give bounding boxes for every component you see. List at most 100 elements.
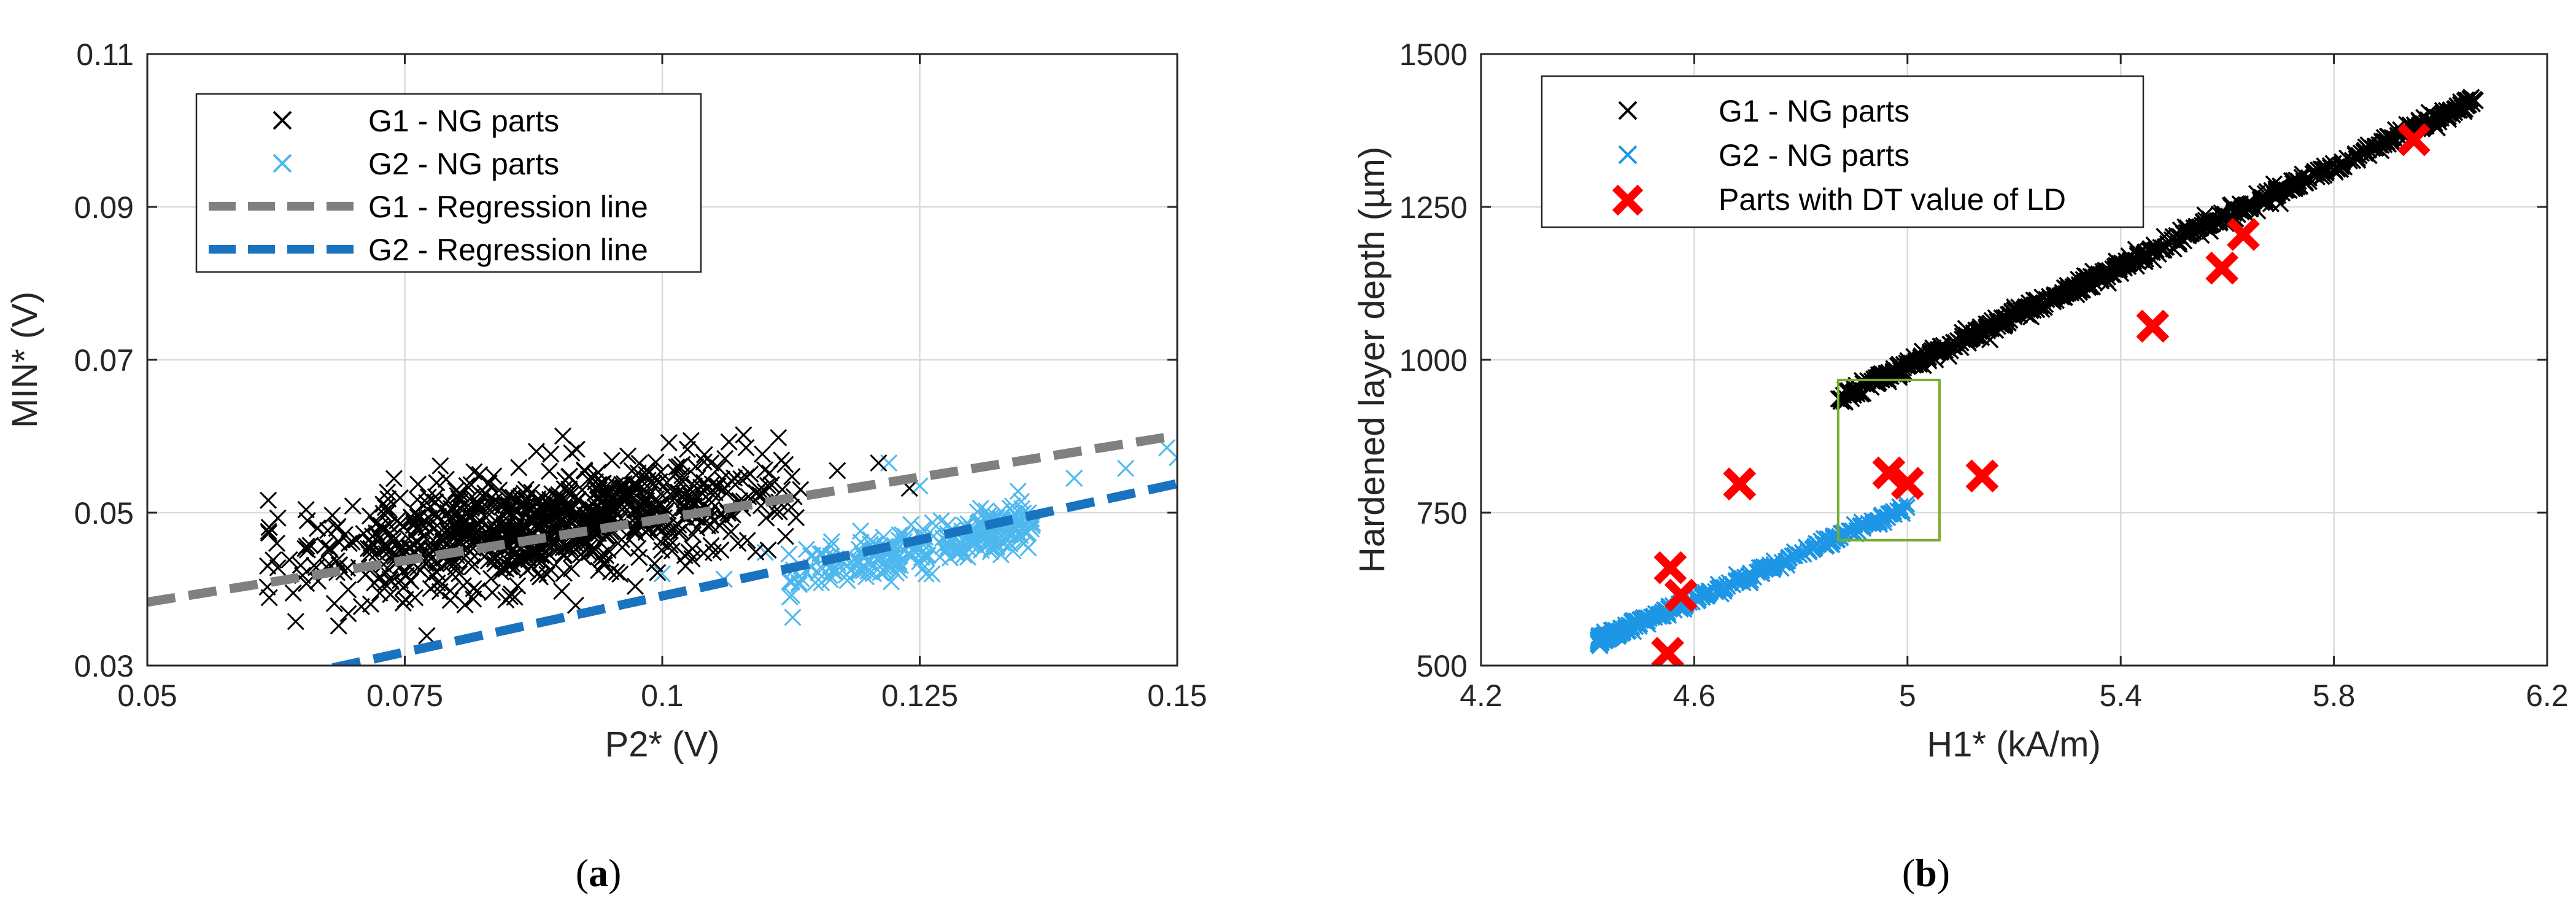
- panel-caption-b: (b): [1902, 851, 1950, 895]
- g1-point: [675, 491, 693, 508]
- g2-point: [1004, 497, 1021, 515]
- g2-point: [822, 533, 841, 551]
- g1-point: [301, 537, 319, 554]
- g1-point: [2078, 273, 2096, 290]
- g1-point: [1869, 369, 1887, 387]
- g2-point: [791, 573, 808, 591]
- g1-point: [579, 470, 597, 488]
- g1-point: [648, 499, 665, 517]
- g1-point: [770, 429, 787, 446]
- g1-point: [538, 565, 556, 583]
- x-tick-label: 5: [1899, 678, 1916, 713]
- g2-point: [1814, 534, 1833, 553]
- g2-point: [981, 543, 999, 561]
- legend-label: G2 - NG parts: [368, 147, 559, 181]
- ticks-b: [1480, 53, 2548, 667]
- g1-point: [490, 481, 508, 499]
- g1-point: [560, 467, 578, 485]
- g1-point: [2352, 144, 2370, 162]
- g1-point: [409, 475, 427, 493]
- dt-point: [2397, 123, 2431, 157]
- y-tick-label: 0.05: [74, 496, 134, 530]
- x-tick-label: 0.125: [881, 678, 958, 713]
- g1-point: [561, 539, 579, 558]
- g1-point: [2356, 142, 2374, 160]
- g1-point: [527, 443, 545, 460]
- g1-point: [2001, 311, 2019, 329]
- g1-point: [550, 506, 568, 524]
- g1-point: [465, 590, 482, 608]
- g1-point: [509, 577, 527, 595]
- g1-point: [392, 515, 409, 532]
- x-tick-label: 0.075: [366, 678, 443, 713]
- y-tick-label: 0.11: [76, 37, 134, 72]
- g1-point: [280, 551, 298, 569]
- g1-point: [651, 473, 668, 491]
- legend-box-b: [1541, 75, 2145, 228]
- g2-point: [888, 546, 906, 564]
- g1-point: [418, 494, 436, 511]
- g1-point: [702, 454, 720, 472]
- g1-point: [712, 541, 730, 559]
- g2-point: [1731, 570, 1749, 589]
- g1-point: [2000, 305, 2019, 324]
- g1-point: [428, 563, 446, 581]
- g1-point: [456, 596, 474, 614]
- g2-point: [883, 573, 900, 591]
- g1-point: [582, 542, 600, 560]
- g1-point: [756, 461, 774, 479]
- g2-point: [653, 565, 671, 583]
- g2-point: [1849, 523, 1867, 540]
- legend-marker-x-blue: [1618, 145, 1638, 165]
- g1-point: [367, 524, 385, 542]
- g1-point: [2141, 243, 2159, 261]
- dt-point: [1965, 459, 1999, 493]
- g1-point: [517, 499, 535, 516]
- g1-point: [524, 545, 542, 563]
- x-tick-label: 0.1: [641, 678, 684, 713]
- g2-point: [876, 559, 894, 577]
- g2-point: [1889, 502, 1907, 520]
- g2-point: [1879, 505, 1898, 523]
- g2-point: [969, 503, 986, 521]
- g1-point: [431, 583, 449, 600]
- g1-point: [371, 584, 389, 602]
- g1-point: [396, 591, 414, 608]
- g1-point: [747, 543, 765, 561]
- g1-point: [260, 523, 277, 540]
- g1-point: [462, 551, 479, 569]
- ticks-a: [146, 53, 1178, 667]
- g1-point: [408, 491, 427, 508]
- g1-point: [695, 544, 713, 562]
- g1-point: [611, 565, 629, 583]
- g1-point: [426, 493, 444, 511]
- g2-point: [1694, 585, 1712, 603]
- g1-point: [2127, 251, 2145, 270]
- g1-point: [360, 545, 378, 563]
- g1-point: [608, 563, 625, 581]
- chart-b: 4.2 4.6 5 5.4 5.8 6.2 500 750 1000 1250 …: [1352, 37, 2569, 895]
- dt-point: [1654, 551, 1687, 585]
- g1-point: [584, 500, 601, 518]
- legend-label: G2 - Regression line: [368, 233, 648, 267]
- g1-point: [687, 457, 705, 475]
- g2-point: [1117, 459, 1135, 477]
- g1-point: [741, 465, 759, 483]
- g1-point: [2273, 184, 2291, 202]
- g2-point: [1763, 559, 1782, 577]
- g1-point: [417, 519, 435, 537]
- g1-point: [385, 470, 403, 488]
- g1-point: [722, 523, 740, 541]
- g1-point: [339, 605, 357, 623]
- g1-point: [613, 530, 630, 548]
- g1-point: [2459, 96, 2478, 114]
- g1-point: [563, 560, 581, 578]
- g2-point: [1800, 542, 1818, 559]
- g1-point: [478, 498, 495, 516]
- g2-point: [887, 564, 905, 582]
- g1-point: [663, 542, 681, 560]
- g1-point: [1995, 314, 2013, 332]
- g2-point: [849, 564, 868, 581]
- g1-point: [352, 597, 370, 616]
- g2-point: [919, 546, 937, 564]
